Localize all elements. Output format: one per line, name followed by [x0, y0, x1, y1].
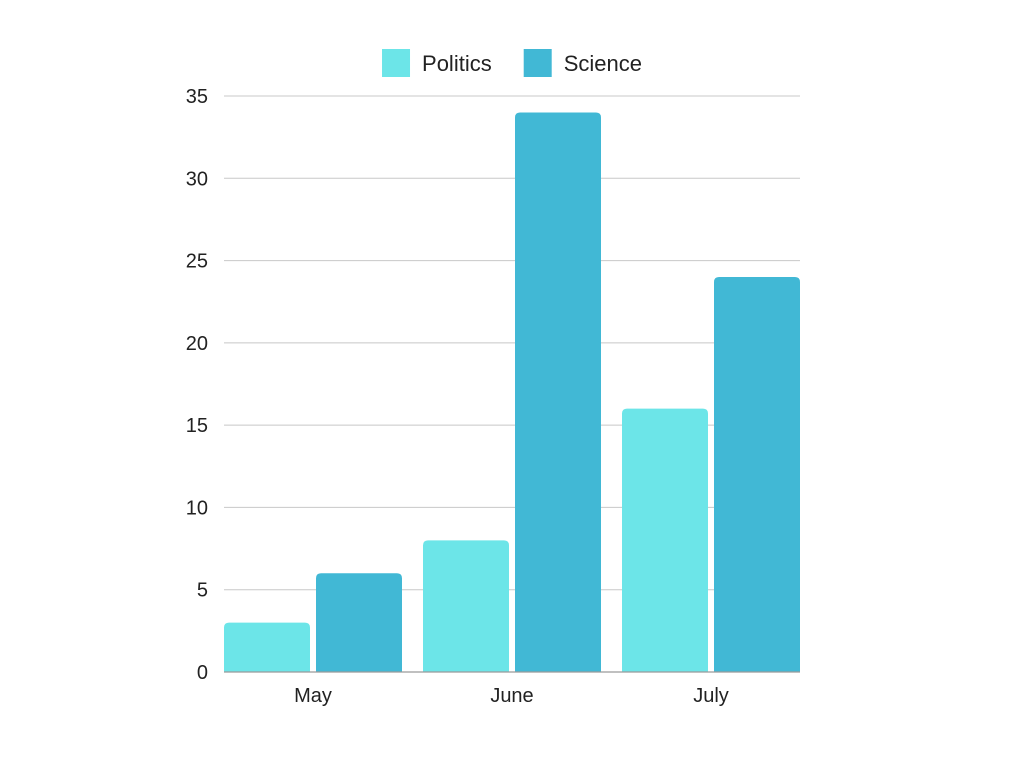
- legend-label-politics: Politics: [422, 51, 492, 76]
- legend: Politics Science: [382, 49, 642, 77]
- bar-politics-may: [224, 622, 310, 672]
- y-tick-label: 5: [197, 580, 208, 602]
- legend-swatch-science: [523, 49, 552, 77]
- legend-swatch-politics: [382, 49, 411, 77]
- y-tick-label: 30: [186, 168, 208, 190]
- y-tick-label: 20: [186, 333, 208, 355]
- x-tick-label: May: [294, 685, 332, 707]
- legend-label-science: Science: [564, 51, 642, 76]
- grid-layer: [224, 95, 800, 591]
- x-tick-label: July: [693, 685, 729, 707]
- bar-science-may: [316, 573, 402, 672]
- bar-science-june: [515, 112, 601, 672]
- bar-science-july: [714, 277, 800, 672]
- y-tick-label: 10: [186, 497, 208, 519]
- y-tick-label: 0: [197, 662, 208, 684]
- bar-layer: [224, 112, 800, 672]
- bar-politics-june: [423, 540, 509, 672]
- y-tick-label: 15: [186, 415, 208, 437]
- bar-politics-july: [622, 408, 708, 672]
- axis-layer: 0 5 10 15 20 25 30 35 May June July: [186, 86, 800, 707]
- x-tick-label: June: [490, 685, 533, 707]
- y-tick-label: 25: [186, 251, 208, 273]
- y-tick-label: 35: [186, 86, 208, 108]
